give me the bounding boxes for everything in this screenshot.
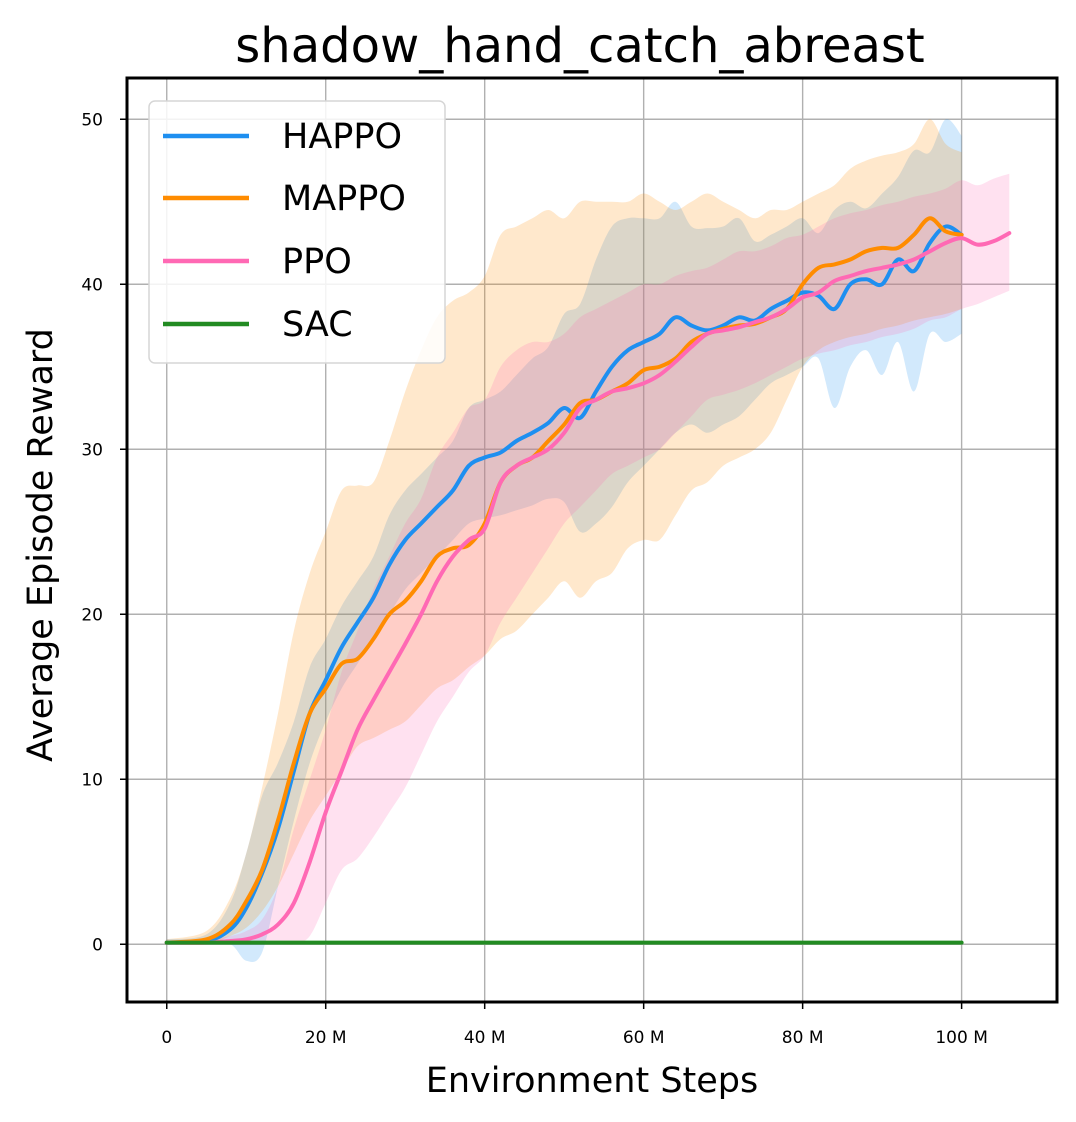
plot-frame [125,76,1059,1004]
x-tick-label: 40 M [464,1028,506,1048]
axis-ticks: 0 20 M 40 M 60 M 80 M 100 M 0 10 20 30 40 50 [81,110,988,1048]
grid [127,78,1057,1002]
x-tick-label: 100 M [935,1028,988,1048]
y-axis-label: Average Episode Reward [21,328,61,762]
band-ppo [166,173,1010,945]
legend-label-ppo: PPO [282,242,352,282]
x-tick-label: 0 [161,1028,172,1048]
y-tick-label: 30 [81,440,103,460]
legend-label-sac: SAC [282,305,353,345]
y-tick-label: 0 [92,935,103,955]
y-tick-label: 20 [81,605,103,625]
band-mappo [166,119,962,945]
series-line-mappo [164,216,964,945]
series-lines [164,216,1012,945]
x-axis-label: Environment Steps [426,1061,759,1101]
legend-label-mappo: MAPPO [282,179,406,219]
series-line-happo [164,224,964,945]
x-tick-label: 20 M [305,1028,347,1048]
y-tick-label: 10 [81,770,103,790]
y-tick-label: 50 [81,110,103,130]
legend-box [148,100,446,364]
series-line-ppo [164,231,1012,945]
chart-title: shadow_hand_catch_abreast [235,18,924,74]
y-tick-label: 40 [81,275,103,295]
band-happo [166,118,962,963]
x-tick-label: 80 M [782,1028,824,1048]
legend-label-happo: HAPPO [282,117,402,157]
x-tick-label: 60 M [623,1028,665,1048]
legend: HAPPO MAPPO PPO SAC [148,100,446,364]
